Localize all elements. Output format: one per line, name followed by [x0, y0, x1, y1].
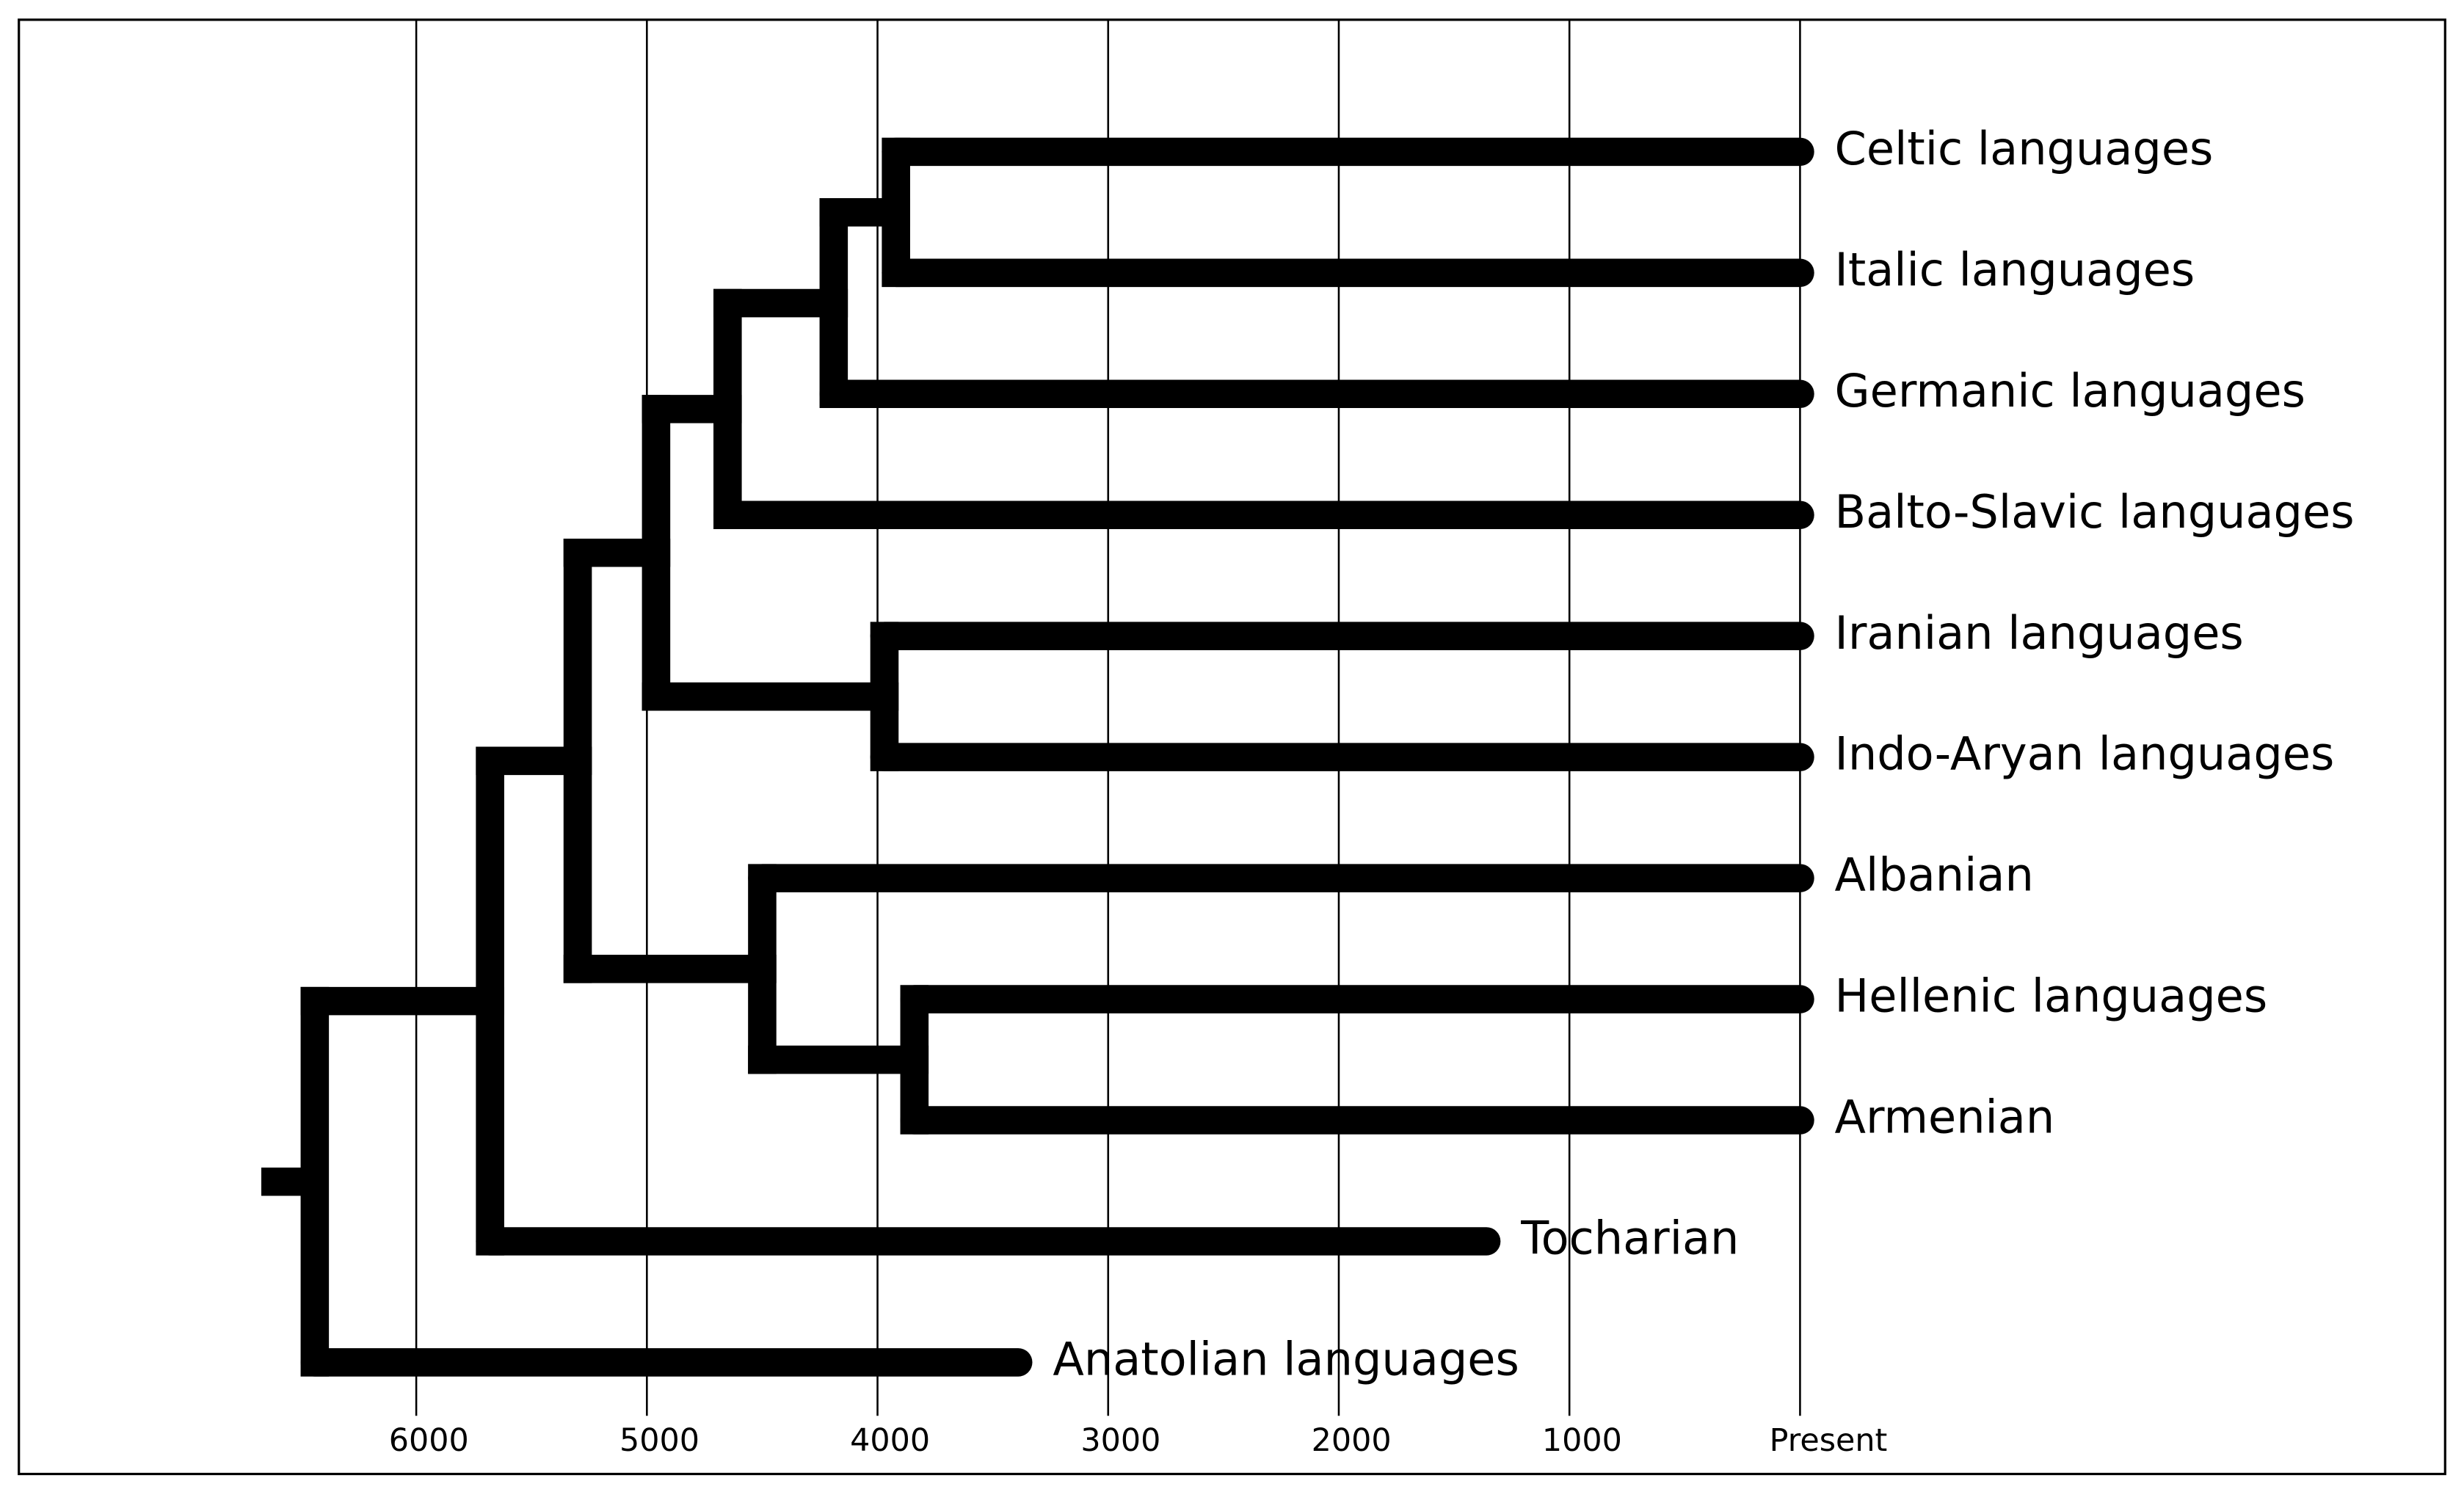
x-tick-label: 1000 [1542, 1422, 1622, 1459]
x-tick-label: 4000 [850, 1422, 930, 1459]
leaf-label: Iranian languages [1835, 606, 2244, 660]
leaf-label: Armenian [1835, 1091, 2055, 1144]
leaf-label: Anatolian languages [1053, 1333, 1519, 1386]
leaf-label: Tocharian [1520, 1212, 1739, 1265]
grid: 6000 5000 4000 3000 2000 1000 Present [389, 19, 1888, 1459]
x-tick-label: 6000 [389, 1422, 469, 1459]
leaf-label: Celtic languages [1835, 122, 2214, 175]
leaf-label: Italic languages [1835, 243, 2195, 296]
x-tick-label: 3000 [1080, 1422, 1160, 1459]
leaf-label: Balto-Slavic languages [1835, 485, 2355, 539]
tree: Celtic languages Italic languages Germanic… [261, 122, 2355, 1386]
x-tick-label: Present [1770, 1422, 1888, 1459]
leaf-label: Indo-Aryan languages [1835, 727, 2335, 781]
x-tick-label: 5000 [619, 1422, 699, 1459]
x-tick-label: 2000 [1312, 1422, 1392, 1459]
leaf-label: Hellenic languages [1835, 969, 2268, 1023]
leaf-label: Albanian [1835, 848, 2034, 902]
leaf-label: Germanic languages [1835, 364, 2305, 418]
